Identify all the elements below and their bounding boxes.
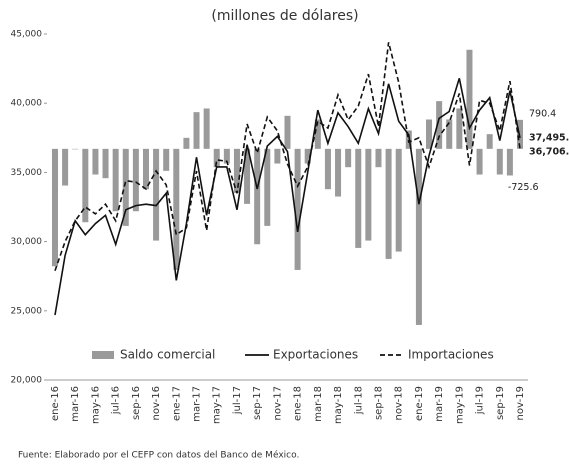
line bbox=[54, 42, 521, 271]
bar bbox=[233, 148, 240, 193]
x-tick-label: ene-17 bbox=[171, 386, 182, 421]
x-tick-label: may-19 bbox=[454, 386, 465, 424]
x-tick-label: jul-19 bbox=[475, 386, 486, 415]
x-tick-label: sep-19 bbox=[495, 386, 506, 420]
bar bbox=[466, 49, 473, 149]
x-tick-label: nov-19 bbox=[515, 386, 526, 420]
x-tick-label: nov-17 bbox=[272, 386, 283, 420]
bar bbox=[213, 148, 220, 168]
x-tick-label: nov-16 bbox=[151, 386, 162, 420]
x-tick-label: ene-18 bbox=[293, 386, 304, 421]
legend-swatch bbox=[92, 351, 114, 359]
bar bbox=[244, 148, 251, 204]
bar bbox=[375, 148, 382, 168]
x-tick-label: nov-18 bbox=[394, 386, 405, 420]
bar bbox=[193, 112, 200, 149]
bar bbox=[173, 148, 180, 270]
bar bbox=[456, 108, 463, 149]
bar bbox=[203, 108, 210, 149]
bar bbox=[72, 148, 79, 150]
bar bbox=[314, 119, 321, 149]
data-label: 790.4 bbox=[529, 108, 556, 119]
x-tick-label: mar-17 bbox=[192, 386, 203, 422]
legend-label: Importaciones bbox=[408, 348, 494, 362]
bar bbox=[426, 119, 433, 149]
bar bbox=[264, 148, 271, 226]
source-note: Fuente: Elaborado por el CEFP con datos … bbox=[18, 450, 299, 461]
line bbox=[54, 78, 521, 316]
x-tick-label: jul-18 bbox=[353, 386, 364, 415]
bar bbox=[345, 148, 352, 168]
y-tick-label: 30,000 bbox=[11, 237, 43, 247]
bar bbox=[294, 148, 301, 270]
bar bbox=[254, 148, 261, 245]
bar bbox=[52, 148, 58, 267]
bar bbox=[385, 148, 392, 259]
data-label: -725.6 bbox=[508, 182, 539, 193]
x-tick-label: jul-17 bbox=[232, 386, 243, 415]
bar bbox=[355, 148, 362, 248]
x-tick-label: mar-16 bbox=[70, 386, 81, 422]
bar bbox=[82, 148, 89, 223]
bar bbox=[132, 148, 139, 212]
data-label: 37,495.7 bbox=[529, 133, 569, 144]
bar bbox=[324, 148, 331, 190]
bar bbox=[506, 148, 513, 176]
bar bbox=[274, 148, 281, 164]
bar bbox=[415, 148, 422, 325]
bar bbox=[153, 148, 160, 241]
bar bbox=[304, 148, 311, 164]
x-tick-label: sep-18 bbox=[373, 386, 384, 420]
legend-label: Saldo comercial bbox=[120, 348, 215, 362]
bar bbox=[476, 148, 483, 175]
bar bbox=[486, 134, 493, 149]
y-tick-label: 35,000 bbox=[11, 168, 43, 178]
bar bbox=[223, 148, 230, 164]
bar bbox=[163, 148, 170, 171]
bar bbox=[183, 137, 190, 149]
chart-title: (millones de dólares) bbox=[211, 8, 358, 24]
x-tick-label: may-16 bbox=[90, 386, 101, 424]
bar bbox=[92, 148, 99, 175]
x-tick-label: jul-16 bbox=[111, 386, 122, 415]
bar bbox=[122, 148, 129, 226]
bar bbox=[284, 115, 291, 149]
x-tick-label: mar-18 bbox=[313, 386, 324, 422]
x-tick-label: ene-19 bbox=[414, 386, 425, 421]
y-tick-label: 45,000 bbox=[11, 30, 43, 40]
data-label: 36,706.4 bbox=[529, 147, 569, 158]
x-tick-label: may-18 bbox=[333, 386, 344, 424]
bar bbox=[436, 101, 443, 149]
x-tick-label: ene-16 bbox=[50, 386, 61, 421]
x-tick-label: mar-19 bbox=[434, 386, 445, 422]
bar bbox=[62, 148, 69, 186]
y-tick-label: 25,000 bbox=[11, 306, 43, 316]
x-tick-label: may-17 bbox=[212, 386, 223, 424]
y-tick-label: 40,000 bbox=[11, 99, 43, 109]
bar bbox=[142, 148, 149, 190]
bar bbox=[112, 148, 119, 212]
bar bbox=[365, 148, 372, 241]
bar bbox=[102, 148, 109, 179]
bar bbox=[446, 119, 453, 149]
bar bbox=[335, 148, 342, 197]
bar bbox=[496, 148, 503, 175]
bar bbox=[395, 148, 402, 252]
x-tick-label: sep-17 bbox=[252, 386, 263, 420]
x-tick-label: sep-16 bbox=[131, 386, 142, 420]
y-tick-label: 20,000 bbox=[11, 376, 43, 386]
legend-label: Exportaciones bbox=[273, 348, 358, 362]
